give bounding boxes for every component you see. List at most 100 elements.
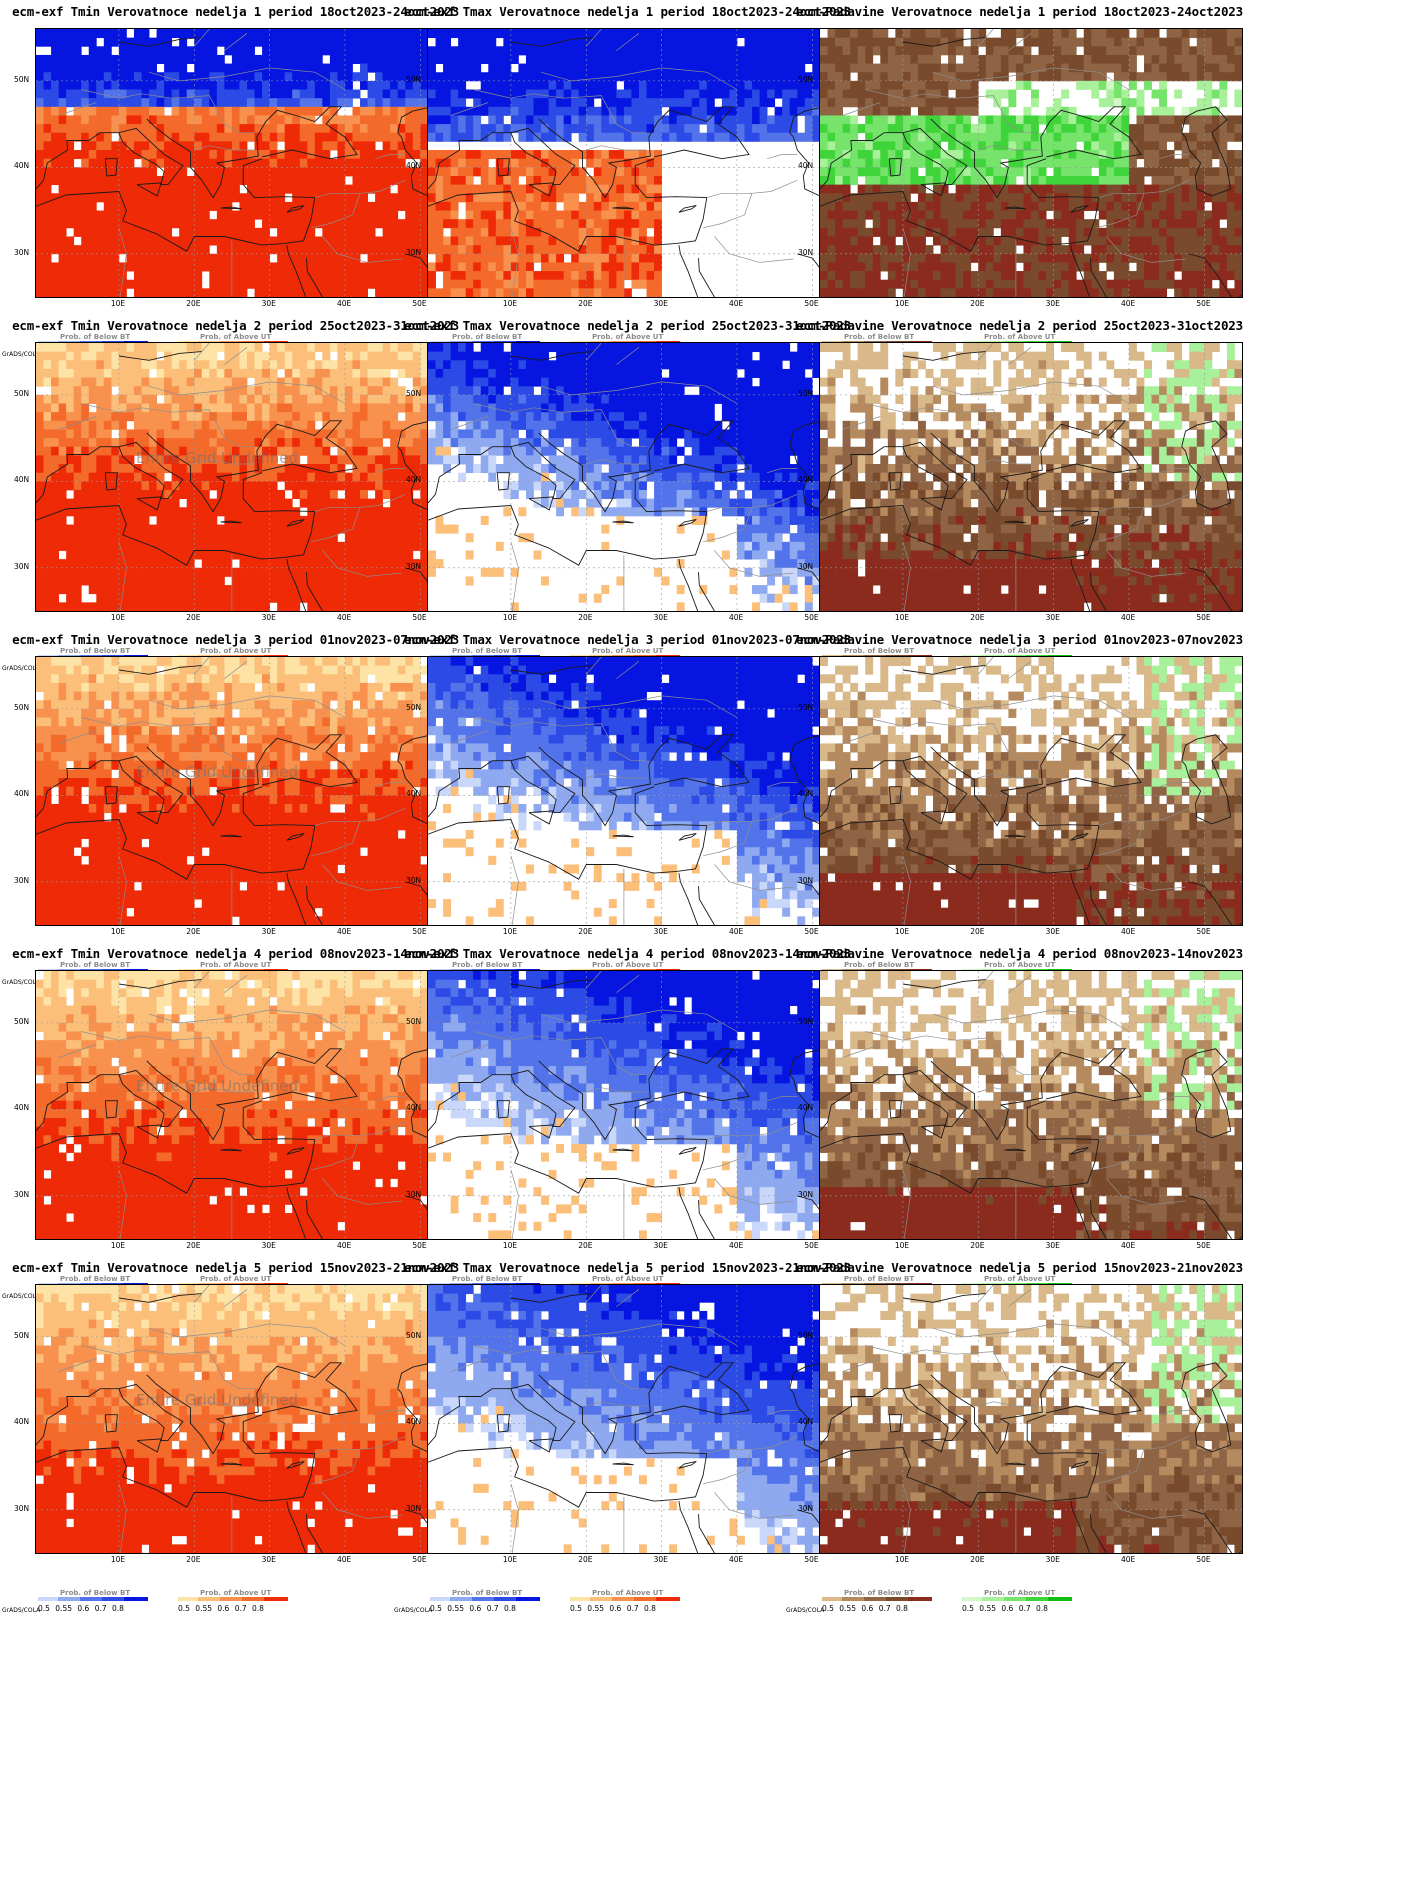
longitude-label: 30E xyxy=(654,927,668,936)
legend-title: Prob. of Below BT xyxy=(60,1275,130,1283)
longitude-label: 50E xyxy=(1196,613,1210,622)
probability-field xyxy=(820,29,1242,297)
coastlines xyxy=(36,1285,458,1553)
longitude-label: 20E xyxy=(186,927,200,936)
legend-title: Prob. of Above UT xyxy=(984,961,1055,969)
legend-title: Prob. of Above UT xyxy=(200,961,271,969)
longitude-label: 30E xyxy=(1046,1241,1060,1250)
longitude-label: 10E xyxy=(111,927,125,936)
legend-swatch xyxy=(982,1597,1004,1601)
longitude-label: 40E xyxy=(1121,1241,1135,1250)
longitude-label: 40E xyxy=(1121,927,1135,936)
forecast-panel: ecm-exf Tmax Verovatnoce nedelja 3 perio… xyxy=(392,628,863,1007)
longitude-label: 10E xyxy=(895,613,909,622)
longitude-label: 10E xyxy=(111,1241,125,1250)
legend-title: Prob. of Above UT xyxy=(200,1589,271,1597)
map-frame xyxy=(427,28,851,298)
forecast-panel: ecm-Padavine Verovatnoce nedelja 4 perio… xyxy=(784,942,1255,1321)
coastlines xyxy=(428,29,850,297)
map-frame xyxy=(427,342,851,612)
legend-swatch xyxy=(590,1597,612,1601)
longitude-label: 20E xyxy=(578,299,592,308)
longitude-label: 10E xyxy=(503,1241,517,1250)
longitude-label: 30E xyxy=(654,1555,668,1564)
latitude-label: 30N xyxy=(406,876,421,885)
legend-title: Prob. of Below BT xyxy=(452,961,522,969)
legend-title: Prob. of Above UT xyxy=(592,647,663,655)
legend-swatch xyxy=(908,1597,932,1601)
legend-swatch xyxy=(886,1597,908,1601)
longitude-label: 30E xyxy=(1046,299,1060,308)
longitude-label: 10E xyxy=(503,927,517,936)
longitude-label: 50E xyxy=(1196,299,1210,308)
legend-swatch xyxy=(570,1597,590,1601)
forecast-map xyxy=(820,1285,1242,1553)
latitude-label: 40N xyxy=(798,1103,813,1112)
longitude-label: 40E xyxy=(729,299,743,308)
longitude-label: 30E xyxy=(654,1241,668,1250)
longitude-label: 30E xyxy=(262,1241,276,1250)
longitude-label: 40E xyxy=(1121,299,1135,308)
map-frame xyxy=(819,342,1243,612)
panel-title: ecm-exf Tmax Verovatnoce nedelja 1 perio… xyxy=(392,4,863,19)
longitude-label: 20E xyxy=(186,299,200,308)
legend-title: Prob. of Above UT xyxy=(200,333,271,341)
latitude-label: 40N xyxy=(798,1417,813,1426)
forecast-panel: ecm-exf Tmax Verovatnoce nedelja 1 perio… xyxy=(392,0,863,379)
map-frame xyxy=(819,970,1243,1240)
longitude-label: 40E xyxy=(337,1241,351,1250)
latitude-label: 40N xyxy=(406,789,421,798)
longitude-label: 50E xyxy=(804,613,818,622)
legend-title: Prob. of Above UT xyxy=(592,1589,663,1597)
map-frame xyxy=(427,970,851,1240)
legend-swatch xyxy=(516,1597,540,1601)
legend-title: Prob. of Below BT xyxy=(60,647,130,655)
longitude-label: 40E xyxy=(1121,1555,1135,1564)
legend-swatch xyxy=(822,1597,842,1601)
longitude-label: 10E xyxy=(503,1555,517,1564)
latitude-label: 50N xyxy=(406,389,421,398)
latitude-label: 30N xyxy=(798,562,813,571)
longitude-label: 40E xyxy=(1121,613,1135,622)
latitude-label: 30N xyxy=(798,876,813,885)
coastlines xyxy=(820,971,1242,1239)
map-frame xyxy=(819,1284,1243,1554)
legend-swatch xyxy=(178,1597,198,1601)
longitude-label: 20E xyxy=(970,927,984,936)
longitude-label: 20E xyxy=(578,927,592,936)
longitude-label: 50E xyxy=(804,1555,818,1564)
grads-credit: GrADS/COLA xyxy=(394,1607,432,1614)
legend-swatch xyxy=(198,1597,220,1601)
legend-swatch xyxy=(124,1597,148,1601)
legend-swatch xyxy=(38,1597,58,1601)
legend-tick-labels: 0.5 0.55 0.6 0.7 0.8 xyxy=(38,1604,124,1613)
longitude-label: 20E xyxy=(186,1555,200,1564)
legend-title: Prob. of Below BT xyxy=(60,1589,130,1597)
longitude-label: 20E xyxy=(970,613,984,622)
latitude-label: 30N xyxy=(406,248,421,257)
latitude-label: 50N xyxy=(798,389,813,398)
longitude-label: 50E xyxy=(412,1555,426,1564)
latitude-label: 50N xyxy=(798,703,813,712)
map-frame xyxy=(819,656,1243,926)
map-frame xyxy=(427,1284,851,1554)
coastlines xyxy=(820,343,1242,611)
longitude-label: 20E xyxy=(970,1555,984,1564)
longitude-label: 30E xyxy=(1046,1555,1060,1564)
latitude-label: 30N xyxy=(14,1190,29,1199)
legend-title: Prob. of Above UT xyxy=(592,1275,663,1283)
legend-swatch xyxy=(612,1597,634,1601)
panel-title: ecm-exf Tmin Verovatnoce nedelja 4 perio… xyxy=(0,946,471,961)
legend-title: Prob. of Below BT xyxy=(60,333,130,341)
forecast-panel: ecm-exf Tmax Verovatnoce nedelja 5 perio… xyxy=(392,1256,863,1635)
forecast-panel: ecm-Padavine Verovatnoce nedelja 5 perio… xyxy=(784,1256,1255,1635)
legend-title: Prob. of Below BT xyxy=(844,1275,914,1283)
longitude-label: 10E xyxy=(503,299,517,308)
forecast-panel: ecm-Padavine Verovatnoce nedelja 3 perio… xyxy=(784,628,1255,1007)
legend-title: Prob. of Below BT xyxy=(844,647,914,655)
legend-title: Prob. of Above UT xyxy=(592,961,663,969)
latitude-label: 40N xyxy=(798,475,813,484)
latitude-label: 50N xyxy=(798,1331,813,1340)
panel-title: ecm-exf Tmin Verovatnoce nedelja 3 perio… xyxy=(0,632,471,647)
longitude-label: 10E xyxy=(895,1241,909,1250)
